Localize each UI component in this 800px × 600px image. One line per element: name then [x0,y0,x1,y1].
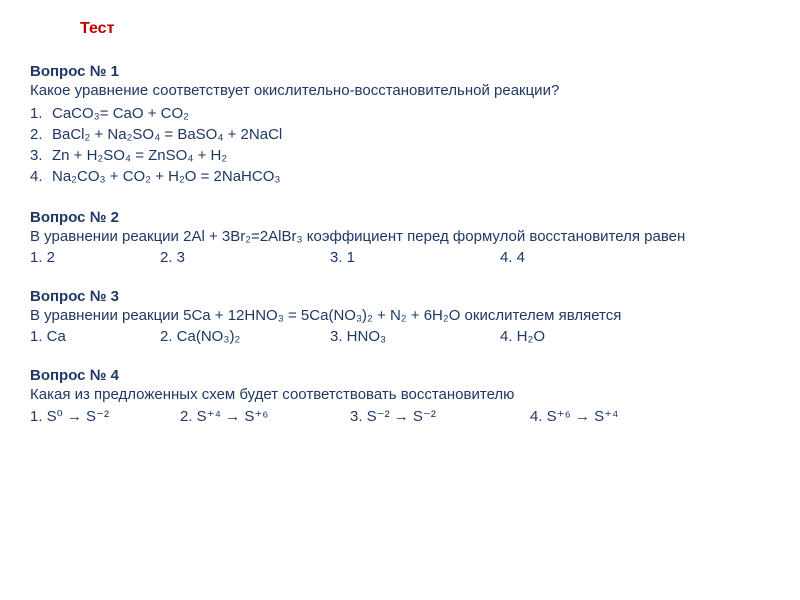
q1-opt4-num: 4. [30,166,52,187]
question-4: Вопрос № 4 Какая из предложенных схем бу… [30,367,770,425]
q1-opt3-num: 3. [30,145,52,166]
q2-opt2: 2. 3 [160,249,330,266]
q1-opt4: 4.Na₂CO₃ + CO₂ + H₂O = 2NaHCO₃ [30,166,770,187]
q1-opt4-text: Na₂CO₃ + CO₂ + H₂O = 2NaHCO₃ [52,168,281,185]
q1-opt2-text: BaCl₂ + Na₂SO₄ = BaSO₄ + 2NaCl [52,126,282,143]
q1-opt1-num: 1. [30,103,52,124]
q4-options: 1. S⁰ → S⁻² 2. S⁺⁴ → S⁺⁶ 3. S⁻² → S⁻² 4.… [30,407,770,425]
q4-opt1: 1. S⁰ → S⁻² [30,407,180,425]
q1-opt1-text: CaCO₃= CaO + CO₂ [52,105,189,122]
q4-text: Какая из предложенных схем будет соответ… [30,386,770,403]
q4-header: Вопрос № 4 [30,367,770,384]
q2-options: 1. 2 2. 3 3. 1 4. 4 [30,249,770,266]
q3-opt1: 1. Ca [30,328,160,345]
q1-options: 1.CaCO₃= CaO + CO₂ 2.BaCl₂ + Na₂SO₄ = Ba… [30,103,770,187]
q3-opt2: 2. Ca(NO₃)₂ [160,328,330,345]
q1-opt2: 2.BaCl₂ + Na₂SO₄ = BaSO₄ + 2NaCl [30,124,770,145]
question-3: Вопрос № 3 В уравнении реакции 5Ca + 12H… [30,288,770,345]
q2-text: В уравнении реакции 2Al + 3Br₂=2AlBr₃ ко… [30,228,770,245]
question-1: Вопрос № 1 Какое уравнение соответствует… [30,63,770,187]
q2-opt1: 1. 2 [30,249,160,266]
test-title: Тест [80,20,770,38]
q3-opt4: 4. H₂O [500,328,545,345]
q1-opt3-text: Zn + H₂SO₄ = ZnSO₄ + H₂ [52,147,227,164]
q3-options: 1. Ca 2. Ca(NO₃)₂ 3. HNO₃ 4. H₂O [30,328,770,345]
q2-header: Вопрос № 2 [30,209,770,226]
q2-opt3: 3. 1 [330,249,500,266]
q2-opt4: 4. 4 [500,249,525,266]
q3-opt3: 3. HNO₃ [330,328,500,345]
q3-text: В уравнении реакции 5Ca + 12HNO₃ = 5Ca(N… [30,307,770,324]
q1-header: Вопрос № 1 [30,63,770,80]
q4-opt3: 3. S⁻² → S⁻² [350,407,530,425]
q1-opt1: 1.CaCO₃= CaO + CO₂ [30,103,770,124]
question-2: Вопрос № 2 В уравнении реакции 2Al + 3Br… [30,209,770,266]
q1-opt3: 3.Zn + H₂SO₄ = ZnSO₄ + H₂ [30,145,770,166]
q3-header: Вопрос № 3 [30,288,770,305]
q1-opt2-num: 2. [30,124,52,145]
q4-opt2: 2. S⁺⁴ → S⁺⁶ [180,407,350,425]
q1-text: Какое уравнение соответствует окислитель… [30,82,770,99]
q4-opt4: 4. S⁺⁶ → S⁺⁴ [530,407,618,425]
